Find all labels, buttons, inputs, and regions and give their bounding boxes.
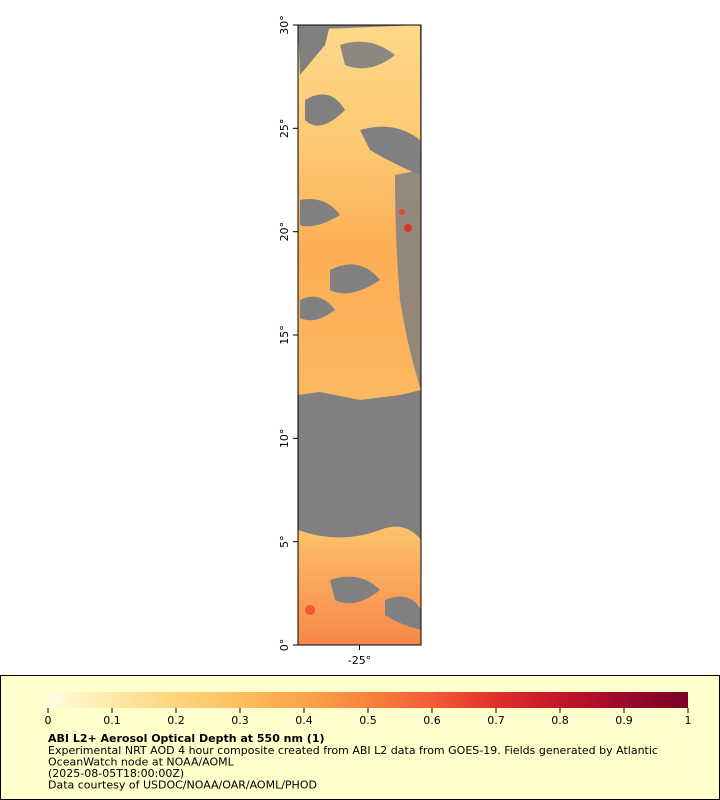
colorbar-tick-label: 0.8	[551, 714, 569, 727]
legend-text: Experimental NRT AOD 4 hour composite cr…	[48, 744, 658, 792]
colorbar-tick-label: 0	[45, 714, 52, 727]
y-tick-label: 25°	[278, 119, 291, 139]
colorbar-tick-label: 0.3	[231, 714, 249, 727]
y-tick-label: 0°	[278, 639, 291, 652]
legend-title: ABI L2+ Aerosol Optical Depth at 550 nm …	[48, 732, 325, 745]
legend-line: (2025-08-05T18:00:00Z)	[48, 767, 184, 780]
y-tick-label: 20°	[278, 222, 291, 242]
y-tick-label: 10°	[278, 429, 291, 449]
colorbar-tick-label: 0.9	[615, 714, 633, 727]
colorbar-tick-label: 0.2	[167, 714, 185, 727]
legend-line: Data courtesy of USDOC/NOAA/OAR/AOML/PHO…	[48, 779, 317, 792]
colorbar-tick-label: 0.5	[359, 714, 377, 727]
x-tick-label: -25°	[348, 654, 371, 667]
colorbar-tick-label: 1	[685, 714, 692, 727]
y-tick-label: 5°	[278, 535, 291, 548]
colorbar-tick-label: 0.7	[487, 714, 505, 727]
y-tick-label: 15°	[278, 325, 291, 345]
colorbar-tick-label: 0.6	[423, 714, 441, 727]
aod-raster	[298, 25, 421, 645]
y-tick-label: 30°	[278, 15, 291, 35]
legend-line: OceanWatch node at NOAA/AOML	[48, 756, 235, 769]
colorbar	[48, 692, 688, 708]
colorbar-tick-label: 0.1	[103, 714, 121, 727]
colorbar-tick-label: 0.4	[295, 714, 313, 727]
legend-line: Experimental NRT AOD 4 hour composite cr…	[48, 744, 658, 757]
